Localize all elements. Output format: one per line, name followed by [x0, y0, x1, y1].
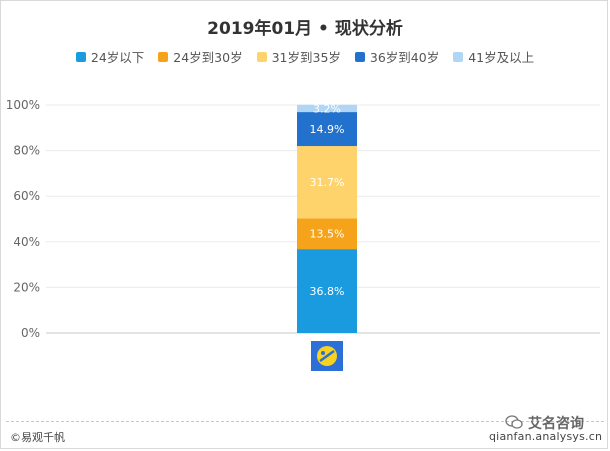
legend-swatch [354, 51, 365, 62]
brand-url: qianfan.analysys.cn [489, 430, 603, 443]
data-label: 3.2% [313, 102, 341, 115]
data-label: 36.8% [310, 285, 345, 298]
chart-title: 2019年01月 • 现状分析 [207, 19, 403, 39]
legend-swatch [256, 51, 267, 62]
legend-item[interactable]: 24岁以下 [75, 47, 145, 66]
bar-segment [297, 104, 357, 113]
legend-label: 36岁到40岁 [369, 50, 440, 65]
legend-item[interactable]: 41岁及以上 [453, 47, 534, 66]
legend-swatch [158, 51, 169, 62]
legend: 24岁以下 24岁到30岁 31岁到35岁 36岁到40岁 41岁及以上 [0, 47, 610, 66]
legend-item[interactable]: 31岁到35岁 [256, 47, 341, 66]
y-tick-label: 80% [13, 144, 40, 158]
y-tick-label: 20% [13, 280, 40, 294]
legend-item[interactable]: 36岁到40岁 [354, 47, 440, 66]
brand-name: 艾名咨询 [528, 416, 584, 432]
y-tick-label: 60% [13, 189, 40, 203]
source-credit: ©易观千帆 [10, 431, 65, 444]
y-tick-label: 100% [6, 98, 40, 112]
legend-swatch [75, 51, 86, 62]
data-label: 14.9% [310, 123, 345, 136]
y-tick-label: 0% [21, 326, 40, 340]
data-label: 13.5% [310, 228, 345, 241]
legend-label: 41岁及以上 [468, 50, 535, 65]
legend-swatch [453, 51, 464, 62]
y-tick-label: 40% [13, 235, 40, 249]
bar-segment [297, 249, 357, 333]
bar-segment [297, 218, 357, 250]
app-icon [311, 341, 343, 371]
footer-divider [6, 421, 604, 422]
legend-label: 24岁以下 [90, 50, 145, 65]
legend-label: 31岁到35岁 [271, 50, 341, 65]
bar-segment [297, 146, 357, 219]
bar-segment [297, 112, 357, 147]
data-label: 31.7% [310, 176, 345, 189]
legend-label: 24岁到30岁 [173, 50, 243, 65]
legend-item[interactable]: 24岁到30岁 [158, 47, 243, 66]
wechat-icon [505, 415, 523, 429]
